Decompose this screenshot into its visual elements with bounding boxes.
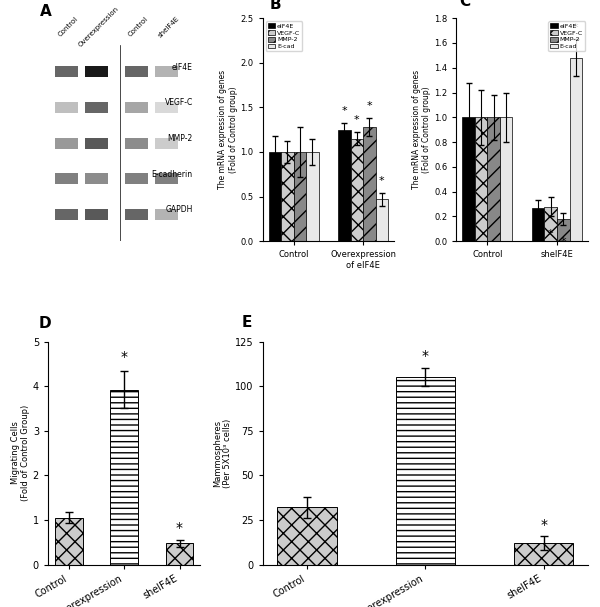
Bar xyxy=(55,102,78,113)
Bar xyxy=(277,507,337,565)
Bar xyxy=(55,138,78,149)
Bar xyxy=(125,209,148,220)
Bar xyxy=(475,117,487,241)
Text: E-cadherin: E-cadherin xyxy=(152,170,193,179)
Bar xyxy=(350,138,363,241)
Bar xyxy=(125,173,148,185)
Bar xyxy=(500,117,512,241)
Text: *: * xyxy=(422,349,429,363)
Bar xyxy=(166,543,193,565)
Bar xyxy=(55,209,78,220)
Text: *: * xyxy=(341,106,347,117)
Y-axis label: Mammospheres
(Per 5X10³ cells): Mammospheres (Per 5X10³ cells) xyxy=(213,418,232,487)
Text: D: D xyxy=(38,316,51,331)
Bar xyxy=(281,152,293,241)
Bar xyxy=(293,152,306,241)
Text: *: * xyxy=(573,23,578,33)
Text: shelF4E: shelF4E xyxy=(157,15,181,39)
Bar xyxy=(155,209,178,220)
Bar xyxy=(306,152,319,241)
Bar xyxy=(487,117,500,241)
Text: *: * xyxy=(540,518,547,532)
Text: *: * xyxy=(535,228,541,237)
Bar xyxy=(269,152,281,241)
Bar xyxy=(55,518,83,565)
Text: VEGF-C: VEGF-C xyxy=(164,98,193,107)
Bar xyxy=(155,66,178,77)
Bar xyxy=(514,543,573,565)
Bar xyxy=(85,209,108,220)
Text: eIF4E: eIF4E xyxy=(172,63,193,72)
Bar xyxy=(544,206,557,241)
Text: C: C xyxy=(460,0,471,9)
Bar xyxy=(363,127,376,241)
Bar xyxy=(532,208,544,241)
Text: *: * xyxy=(379,176,385,186)
Y-axis label: The mRNA expression of genes
(Fold of Control group): The mRNA expression of genes (Fold of Co… xyxy=(412,70,431,189)
Bar xyxy=(85,66,108,77)
Legend: eIF4E, VEGF-C, MMP-2, E-cad: eIF4E, VEGF-C, MMP-2, E-cad xyxy=(266,21,302,51)
Bar xyxy=(110,390,138,565)
Text: *: * xyxy=(176,521,183,535)
Text: B: B xyxy=(269,0,281,12)
Bar xyxy=(396,377,455,565)
Bar xyxy=(463,117,475,241)
Text: *: * xyxy=(548,229,554,239)
Bar xyxy=(125,102,148,113)
Text: *: * xyxy=(560,237,566,248)
Legend: eIF4E, VEGF-C, MMP-2, E-cad: eIF4E, VEGF-C, MMP-2, E-cad xyxy=(548,21,585,51)
Text: A: A xyxy=(40,4,52,19)
Bar xyxy=(338,130,350,241)
Text: Control: Control xyxy=(58,16,79,38)
Text: GAPDH: GAPDH xyxy=(166,206,193,214)
Bar xyxy=(155,102,178,113)
Bar xyxy=(155,138,178,149)
Y-axis label: Migrating Cells
(Fold of Control Group): Migrating Cells (Fold of Control Group) xyxy=(11,405,30,501)
Text: MMP-2: MMP-2 xyxy=(167,134,193,143)
Bar xyxy=(569,58,582,241)
Text: *: * xyxy=(354,115,360,125)
Bar xyxy=(125,138,148,149)
Text: Control: Control xyxy=(127,16,149,38)
Bar xyxy=(557,219,569,241)
Bar xyxy=(85,102,108,113)
Text: E: E xyxy=(242,315,252,330)
Bar xyxy=(55,173,78,185)
Bar xyxy=(85,138,108,149)
Text: *: * xyxy=(367,101,372,111)
Bar xyxy=(376,199,388,241)
Bar xyxy=(125,66,148,77)
Bar xyxy=(55,66,78,77)
Bar xyxy=(85,173,108,185)
Text: *: * xyxy=(121,350,128,364)
Y-axis label: The mRNA expression of genes
(Fold of Control group): The mRNA expression of genes (Fold of Co… xyxy=(218,70,238,189)
Text: Overexpression: Overexpression xyxy=(77,5,120,49)
Bar xyxy=(155,173,178,185)
